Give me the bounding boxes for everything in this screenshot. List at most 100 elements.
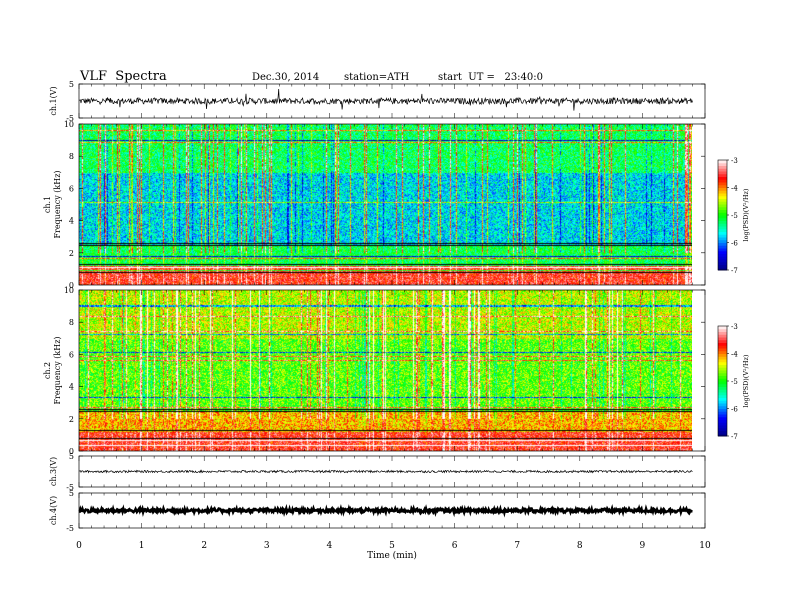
ch4-waveform-trace — [78, 503, 693, 518]
colorbar-cell — [718, 425, 727, 429]
ch4-waveform-panel: 5 -5 ch.4(V) — [49, 489, 706, 533]
colorbar-cell — [718, 217, 727, 221]
x-axis-label: Time (min) — [367, 550, 417, 561]
colorbar-cell — [718, 383, 727, 387]
x-tick-label: 6 — [452, 541, 458, 551]
colorbar-cell — [718, 422, 727, 426]
colorbar-cell — [718, 223, 727, 227]
colorbar-cell — [718, 179, 727, 183]
start-time-label: start UT = 23:40:0 — [438, 72, 544, 83]
colorbar-cell — [718, 348, 727, 352]
y-tick-label: 2 — [69, 415, 74, 424]
ch2-spectrogram-image — [79, 290, 692, 451]
colorbar-tick-label: -5 — [731, 212, 738, 220]
y-axis-label: ch.4(V) — [49, 496, 58, 525]
ch1-spectrogram-image — [79, 124, 692, 285]
colorbar-cell — [718, 212, 727, 216]
y-tick-label: 0 — [69, 281, 74, 290]
colorbar-cell — [718, 353, 727, 357]
colorbar-cell — [718, 433, 727, 437]
colorbar-cell — [718, 414, 727, 418]
colorbar-cell — [718, 430, 727, 434]
y-tick-label: 4 — [69, 383, 74, 392]
ch3-waveform-panel: 5 -5 ch.3(V) — [49, 452, 706, 492]
colorbar-cell — [718, 231, 727, 235]
colorbar-cell — [718, 245, 727, 249]
colorbar-cell — [718, 405, 727, 409]
y-tick-label: 0 — [69, 447, 74, 456]
colorbar-cell — [718, 160, 727, 164]
y-tick-label: 6 — [69, 350, 74, 359]
figure-title: VLF Spectra — [80, 69, 167, 84]
ch2-spectrogram-colorbar: -3 -4 -5 -6 -7 log(PSD)(V²/Hz) — [717, 323, 750, 441]
colorbar-cell — [718, 190, 727, 194]
colorbar-cell — [718, 356, 727, 360]
y-tick-label: -5 — [66, 114, 74, 123]
colorbar-cell — [718, 328, 727, 332]
ch2-spectrogram-panel: -3 -4 -5 -6 -7 log(PSD)(V²/Hz) 0 2 4 6 8 10 ch.2 Freq… — [43, 286, 750, 456]
x-tick-label: 2 — [201, 541, 207, 551]
colorbar-tick-label: -6 — [731, 240, 738, 248]
station-label: station=ATH — [344, 72, 410, 83]
colorbar-cell — [718, 234, 727, 238]
colorbar-cell — [718, 182, 727, 186]
colorbar-cell — [718, 381, 727, 385]
colorbar-tick-label: -4 — [731, 185, 738, 193]
y-axis-label: Frequency (kHz) — [53, 336, 62, 404]
date-label: Dec.30, 2014 — [252, 72, 320, 83]
colorbar-cell — [718, 378, 727, 382]
x-tick-label: 8 — [577, 541, 583, 551]
y-tick-label: 5 — [69, 452, 74, 461]
colorbar-cell — [718, 187, 727, 191]
colorbar-cell — [718, 337, 727, 341]
x-tick-label: 7 — [514, 541, 520, 551]
y-tick-label: 6 — [69, 184, 74, 193]
x-tick-label: 5 — [389, 541, 395, 551]
y-tick-label: 10 — [64, 286, 74, 295]
colorbar-label: log(PSD)(V²/Hz) — [742, 354, 750, 407]
colorbar-cell — [718, 184, 727, 188]
colorbar-cell — [718, 226, 727, 230]
colorbar-cell — [718, 331, 727, 335]
colorbar-cell — [718, 201, 727, 205]
y-tick-label: 5 — [69, 80, 74, 89]
y-tick-label: -5 — [66, 483, 74, 492]
colorbar-tick-label: -6 — [731, 406, 738, 414]
colorbar-cell — [718, 168, 727, 172]
colorbar-cell — [718, 209, 727, 213]
y-axis-label: ch.2 — [43, 362, 52, 379]
colorbar-cell — [718, 394, 727, 398]
x-tick-label: 3 — [264, 541, 270, 551]
y-tick-label: 8 — [69, 152, 74, 161]
ch1-spectrogram-panel: -3 -4 -5 -6 -7 log(PSD)(V²/Hz) 0 2 4 6 8 10 ch.1 Freq… — [43, 120, 750, 290]
y-axis-label: Frequency (kHz) — [53, 170, 62, 238]
ch3-waveform-trace — [78, 469, 693, 474]
colorbar-cell — [718, 397, 727, 401]
colorbar-cell — [718, 264, 727, 268]
colorbar-cell — [718, 400, 727, 404]
colorbar-cell — [718, 339, 727, 343]
colorbar-cell — [718, 370, 727, 374]
y-tick-label: -5 — [66, 524, 74, 533]
y-tick-label: 2 — [69, 249, 74, 258]
colorbar-cell — [718, 367, 727, 371]
y-axis-label: ch.1 — [43, 196, 52, 213]
colorbar-tick-label: -3 — [731, 157, 738, 165]
colorbar-cell — [718, 427, 727, 431]
colorbar-tick-label: -5 — [731, 378, 738, 386]
colorbar-cell — [718, 403, 727, 407]
colorbar-tick-label: -7 — [731, 267, 738, 275]
colorbar-cell — [718, 342, 727, 346]
colorbar-cell — [718, 248, 727, 252]
x-tick-label: 10 — [699, 541, 711, 551]
colorbar-cell — [718, 392, 727, 396]
colorbar-cell — [718, 239, 727, 243]
colorbar-cell — [718, 165, 727, 169]
colorbar-cell — [718, 359, 727, 363]
ch1-waveform-trace — [78, 88, 693, 111]
colorbar-tick-label: -7 — [731, 433, 738, 441]
colorbar-cell — [718, 416, 727, 420]
ch1-spectrogram-colorbar: -3 -4 -5 -6 -7 log(PSD)(V²/Hz) — [717, 157, 750, 275]
x-tick-label: 9 — [640, 541, 646, 551]
